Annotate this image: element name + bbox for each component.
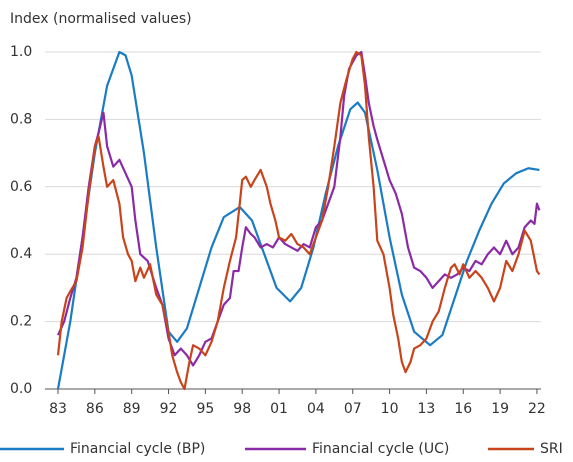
y-tick-label: 0.0	[10, 381, 32, 397]
y-tick-label: 0.6	[10, 179, 32, 195]
x-tick-label: 01	[270, 401, 288, 417]
legend-label: Financial cycle (BP)	[70, 441, 205, 457]
series-line	[56, 50, 541, 391]
x-tick-label: 16	[454, 401, 472, 417]
y-tick-label: 0.4	[10, 246, 32, 262]
x-tick-label: 22	[528, 401, 546, 417]
x-tick-label: 83	[49, 401, 67, 417]
x-tick-label: 98	[233, 401, 251, 417]
y-tick-label: 0.2	[10, 314, 32, 330]
y-tick-label: 1.0	[10, 44, 32, 60]
x-tick-label: 92	[160, 401, 178, 417]
x-tick-label: 10	[381, 401, 399, 417]
x-tick-label: 13	[418, 401, 436, 417]
legend-label: Financial cycle (UC)	[312, 441, 449, 457]
x-tick-label: 19	[491, 401, 509, 417]
legend-label: SRI	[540, 441, 563, 457]
series-line	[56, 50, 540, 390]
x-tick-label: 07	[344, 401, 362, 417]
x-tick-label: 04	[307, 401, 325, 417]
series-line	[56, 50, 541, 367]
y-tick-label: 0.8	[10, 111, 32, 127]
x-tick-label: 89	[123, 401, 141, 417]
x-tick-label: 86	[86, 401, 104, 417]
y-axis-label: Index (normalised values)	[10, 11, 192, 27]
x-tick-label: 95	[196, 401, 214, 417]
